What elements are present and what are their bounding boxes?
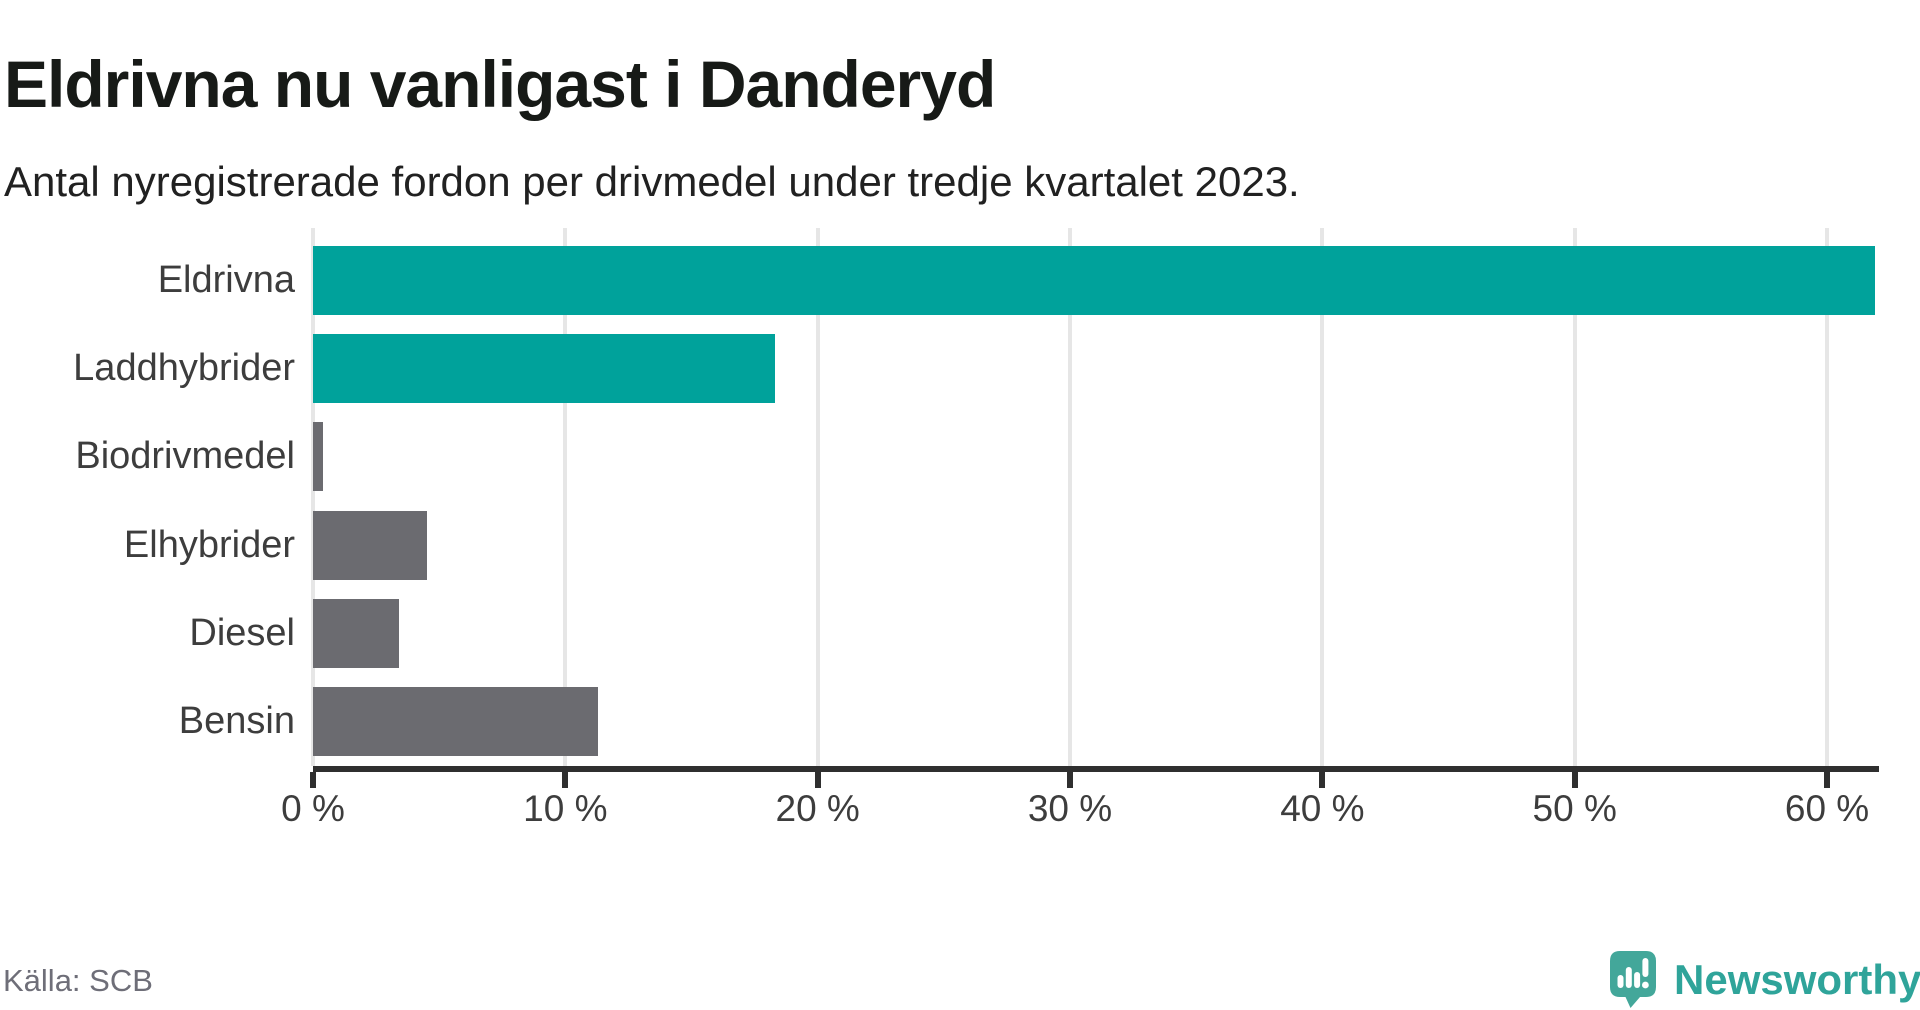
bar-biodrivmedel	[313, 422, 324, 492]
x-axis-tick-label-40: 40 %	[1280, 788, 1365, 829]
bar-bensin	[313, 687, 599, 757]
x-axis-tick-label-50: 50 %	[1532, 788, 1617, 829]
chart-subtitle: Antal nyregistrerade fordon per drivmede…	[4, 158, 1300, 205]
bar-eldrivna	[313, 245, 1875, 315]
x-axis-tick-label-30: 30 %	[1027, 788, 1113, 829]
x-axis-tick-60	[1824, 772, 1831, 788]
gridline-60-percent	[1825, 228, 1830, 766]
x-axis-tick-label-60: 60 %	[1784, 788, 1870, 829]
category-label-eldrivna: Eldrivna	[157, 258, 295, 301]
x-axis-tick-label-0: 0 %	[281, 788, 345, 829]
gridline-0-percent	[311, 228, 315, 766]
category-label-laddhybrider: Laddhybrider	[73, 347, 295, 389]
x-axis-tick-50	[1571, 772, 1578, 788]
category-label-elhybrider: Elhybrider	[123, 523, 295, 566]
category-label-bensin: Bensin	[178, 700, 295, 743]
x-axis-line	[313, 766, 1879, 772]
x-axis-tick-0	[310, 772, 316, 788]
x-axis-tick-40	[1319, 772, 1326, 788]
newsworthy-logo-text: Newsworthy	[1674, 956, 1920, 1003]
bar-laddhybrider	[313, 334, 775, 403]
gridline-10-percent	[563, 228, 568, 766]
category-label-biodrivmedel: Biodrivmedel	[75, 435, 295, 478]
x-axis-tick-label-20: 20 %	[775, 788, 860, 829]
x-axis-tick-10	[562, 772, 569, 788]
newsworthy-bubble-icon	[1610, 951, 1656, 1008]
category-label-diesel: Diesel	[189, 612, 295, 654]
source-note: Källa: SCB	[3, 963, 153, 998]
gridline-30-percent	[1068, 228, 1073, 766]
chart-title: Eldrivna nu vanligast i Danderyd	[4, 47, 996, 122]
bar-chart-plot-area	[311, 228, 1875, 766]
gridline-50-percent	[1572, 228, 1577, 766]
x-axis-tick-20	[814, 772, 821, 788]
x-axis-tick-30	[1067, 772, 1074, 788]
x-axis-tick-label-10: 10 %	[523, 788, 608, 829]
gridline-20-percent	[815, 228, 820, 766]
bar-elhybrider	[313, 510, 427, 580]
gridline-40-percent	[1320, 228, 1325, 766]
bar-diesel	[313, 599, 399, 668]
newsworthy-logo: Newsworthy	[1610, 951, 1920, 1008]
